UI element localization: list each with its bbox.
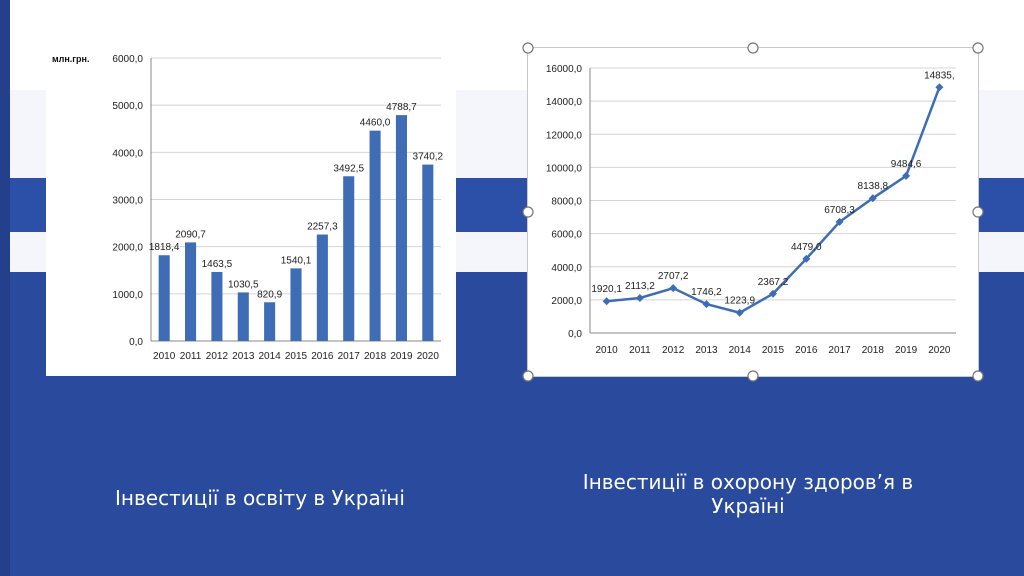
x-tick-label: 2011 <box>629 345 651 356</box>
selection-handle <box>522 370 534 382</box>
selection-handle <box>522 206 534 218</box>
data-label: 4788,7 <box>386 102 417 113</box>
y-tick-label: 6000,0 <box>112 54 143 65</box>
data-label: 820,9 <box>257 289 282 300</box>
x-tick-label: 2017 <box>828 345 851 356</box>
point-2011 <box>635 294 644 303</box>
data-label: 3740,2 <box>413 152 444 163</box>
data-label: 1223,9 <box>724 296 755 307</box>
x-tick-label: 2018 <box>364 351 387 362</box>
data-label: 1920,1 <box>591 284 622 295</box>
x-tick-label: 2020 <box>928 345 951 356</box>
point-2017 <box>835 217 844 226</box>
y-tick-label: 1000,0 <box>112 290 143 301</box>
unit-label: млн.грн. <box>52 54 90 64</box>
bar-2010 <box>158 255 170 341</box>
y-tick-label: 3000,0 <box>112 196 143 207</box>
point-2014 <box>735 308 744 317</box>
data-label: 2257,3 <box>307 222 338 233</box>
selection-handle <box>747 370 759 382</box>
x-tick-label: 2013 <box>232 351 255 362</box>
bar-2017 <box>343 176 355 341</box>
y-tick-label: 16000,0 <box>546 64 583 75</box>
y-tick-label: 10000,0 <box>546 163 583 174</box>
bar-2012 <box>211 271 223 341</box>
y-tick-label: 2000,0 <box>112 243 143 254</box>
bar-2013 <box>237 292 249 341</box>
y-tick-label: 14000,0 <box>546 97 583 108</box>
selection-handle <box>747 42 759 54</box>
y-tick-label: 0,0 <box>568 329 582 340</box>
x-tick-label: 2012 <box>206 351 229 362</box>
data-label: 3492,5 <box>333 163 364 174</box>
x-tick-label: 2011 <box>180 351 202 362</box>
education-chart-panel: 0,0 1000,0 2000,0 3000,0 4000,0 5000,0 6000,0 м… <box>46 46 456 376</box>
selection-handle <box>972 42 984 54</box>
y-tick-label: 4000,0 <box>551 263 582 274</box>
point-2019 <box>902 171 911 180</box>
data-label: 2707,2 <box>658 271 689 282</box>
y-tick-label: 0,0 <box>129 337 143 348</box>
x-tick-label: 2020 <box>417 351 440 362</box>
y-tick-label: 4000,0 <box>112 148 143 159</box>
x-tick-label: 2017 <box>338 351 361 362</box>
bar-2016 <box>316 234 328 341</box>
education-caption: Інвестиції в освіту в Україні <box>115 486 405 510</box>
left-edge-strip <box>0 0 10 576</box>
point-2010 <box>602 297 611 306</box>
data-label: 8138,8 <box>858 181 889 192</box>
bar-2011 <box>185 242 197 341</box>
bar-2018 <box>369 130 381 341</box>
health-caption: Інвестиції в охорону здоров’я в Україні <box>582 470 914 518</box>
point-2013 <box>702 300 711 309</box>
selection-handle <box>972 206 984 218</box>
x-tick-label: 2014 <box>729 345 752 356</box>
data-label: 2367,2 <box>758 277 789 288</box>
data-label: 9484,6 <box>891 159 922 170</box>
y-tick-label: 12000,0 <box>546 130 583 141</box>
bar-2020 <box>422 164 434 341</box>
health-line-chart: 0,0 2000,0 4000,0 6000,0 8000,0 10000,0 12000,… <box>522 42 984 382</box>
data-label: 14835, <box>924 70 955 81</box>
x-tick-label: 2016 <box>795 345 818 356</box>
y-tick-label: 2000,0 <box>551 296 582 307</box>
data-label: 1030,5 <box>228 279 259 290</box>
data-label: 6708,3 <box>824 205 855 216</box>
bar-2015 <box>290 268 302 341</box>
y-tick-label: 8000,0 <box>551 197 582 208</box>
health-chart-panel: 0,0 2000,0 4000,0 6000,0 8000,0 10000,0 12000,… <box>522 42 984 382</box>
data-label: 1540,1 <box>281 255 312 266</box>
data-label: 1818,4 <box>149 242 180 253</box>
x-tick-label: 2012 <box>662 345 685 356</box>
data-label: 4460,0 <box>360 118 391 129</box>
x-tick-label: 2010 <box>153 351 176 362</box>
x-tick-label: 2010 <box>596 345 619 356</box>
x-tick-label: 2014 <box>259 351 282 362</box>
data-label: 1463,5 <box>202 259 233 270</box>
point-2016 <box>802 254 811 263</box>
x-tick-label: 2016 <box>311 351 334 362</box>
x-tick-label: 2019 <box>895 345 918 356</box>
bar-2019 <box>395 115 407 341</box>
y-tick-label: 5000,0 <box>112 101 143 112</box>
data-label: 1746,2 <box>691 287 722 298</box>
point-2012 <box>669 284 678 293</box>
point-2018 <box>868 194 877 203</box>
x-tick-label: 2018 <box>862 345 885 356</box>
x-tick-label: 2015 <box>762 345 785 356</box>
data-label: 2090,7 <box>175 229 206 240</box>
point-2015 <box>769 289 777 298</box>
education-bar-chart: 0,0 1000,0 2000,0 3000,0 4000,0 5000,0 6000,0 м… <box>52 54 444 362</box>
x-tick-label: 2015 <box>285 351 308 362</box>
y-tick-label: 6000,0 <box>551 230 582 241</box>
data-label: 2113,2 <box>625 281 655 292</box>
x-tick-label: 2019 <box>390 351 413 362</box>
data-label: 4479,0 <box>791 242 822 253</box>
x-tick-label: 2013 <box>695 345 718 356</box>
bar-2014 <box>264 302 276 341</box>
selection-handle <box>972 370 984 382</box>
point-2020 <box>935 83 944 92</box>
selection-handle <box>522 42 534 54</box>
